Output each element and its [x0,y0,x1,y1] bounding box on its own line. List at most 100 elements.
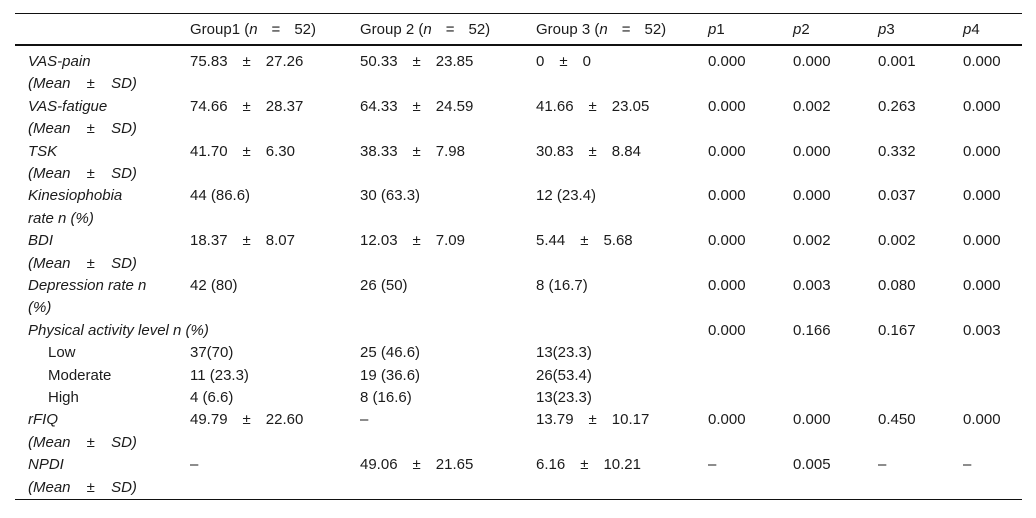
column-header-p3: p3 [878,19,963,41]
mean-value: 12.03 [360,232,398,250]
mean-sd-value: 75.83 ±27.26 [190,51,360,73]
row-label-line: TSK [28,142,58,160]
sd-value: 23.85 [435,53,474,70]
p1-value-cell: 0.000 [708,97,746,115]
group-comparison-table: Group1 (n = 52) Group 2 (n = 52) Group 3 (n =… [15,13,1022,500]
group2-value-cell: 64.33 ±24.59 [360,96,536,118]
mean-sd-value: 13.79 ±10.17 [536,409,708,431]
sd-value: 5.68 [603,232,633,250]
sd-value: 7.98 [435,142,465,160]
mean-sd-value: 50.33 ±23.85 [360,51,536,73]
mean-sd-value: 18.37 ±8.07 [190,230,360,252]
p2-value-cell: 0.005 [793,456,831,474]
row-label-line: rFIQ [28,411,58,429]
mean-value: 6.16 [536,456,566,474]
p2-symbol: p [793,20,802,38]
group2-value-cell: 49.06 ±21.65 [360,454,536,476]
row-label-line: (%) [28,299,52,317]
group2-value-cell: 50.33 ±23.85 [360,51,536,73]
group1-value-cell: 4 (6.6) [190,388,234,406]
mean-value: 64.33 [360,97,398,115]
group2-name: Group 2 ( [360,20,424,38]
p4-value-cell: 0.000 [963,187,1001,205]
p1-value-cell: 0.000 [708,232,746,250]
group3-count: 52) [644,20,667,38]
mean-value: 38.33 [360,142,398,160]
group3-value-cell: 41.66 ±23.05 [536,96,708,118]
sd-value: 8.07 [265,232,295,250]
table-row: VAS-fatigue (Mean ± SD) 74.66 ±28.37 64.33 ±2… [15,96,1022,141]
measure-label-cell: TSK (Mean ± SD) [15,141,190,186]
group2-value-cell: 26 (50) [360,276,408,294]
measure-label-cell: NPDI (Mean ± SD) [15,454,190,499]
plus-minus-symbol: ± [412,53,421,70]
column-header-group1: Group1 (n = 52) [190,19,360,41]
table-row: Physical activity level n (%) 0.000 0.166 0… [15,320,1022,342]
group3-value-cell: 12 (23.4) [536,187,597,205]
sd-value: 22.60 [265,411,304,429]
p1-symbol: p [708,20,717,38]
column-header-p2: p2 [793,19,878,41]
sd-value: 28.37 [265,97,304,115]
group2-value-cell: 19 (36.6) [360,366,421,384]
mean-value: 49.06 [360,456,398,474]
sd-value: 0 [582,53,591,70]
mean-value: 74.66 [190,97,228,115]
group2-count: 52) [468,20,491,38]
row-label-line: (Mean ± SD) [28,165,137,182]
p2-value-cell: 0.000 [793,53,831,70]
group1-value-cell: 18.37 ±8.07 [190,230,360,252]
mean-sd-value: 49.06 ±21.65 [360,454,536,476]
mean-value: 0 [536,53,545,70]
group3-value-cell: 26(53.4) [536,366,592,384]
p4-value-cell: – [963,456,972,474]
mean-sd-value: 30.83 ±8.84 [536,141,708,163]
p2-value-cell: 0.000 [793,411,831,429]
column-header-p1: p1 [708,19,793,41]
table-row: High 4 (6.6) 8 (16.6) 13(23.3) [15,387,1022,409]
p3-value-cell: 0.167 [878,321,916,339]
measure-label-cell: Moderate [15,365,190,387]
group1-value-cell: 41.70 ±6.30 [190,141,360,163]
p4-symbol: p [963,20,972,38]
group1-value-cell: 44 (86.6) [190,187,251,205]
group2-value-cell: 25 (46.6) [360,344,421,362]
column-header-p4: p4 [963,19,1022,41]
plus-minus-symbol: ± [588,142,597,160]
row-label-line: rate n (%) [28,209,94,227]
plus-minus-symbol: ± [242,232,251,250]
group3-equals: = [621,20,631,38]
row-label-line: VAS-pain [28,53,91,70]
p4-value-cell: 0.000 [963,53,1001,70]
p1-value-cell: – [708,456,717,474]
p2-value-cell: 0.000 [793,187,831,205]
p3-value-cell: 0.332 [878,142,916,160]
group2-value-cell: 12.03 ±7.09 [360,230,536,252]
table-row: VAS-pain (Mean ± SD) 75.83 ±27.26 50.33 ±23.8… [15,51,1022,96]
mean-sd-value: 12.03 ±7.09 [360,230,536,252]
row-label-line: Moderate [48,366,112,384]
group2-value-cell: 8 (16.6) [360,388,412,406]
group3-value-cell: 13(23.3) [536,344,592,362]
table-body: VAS-pain (Mean ± SD) 75.83 ±27.26 50.33 ±23.8… [15,46,1022,499]
mean-value: 49.79 [190,411,228,429]
p2-value-cell: 0.000 [793,142,831,160]
plus-minus-symbol: ± [580,456,589,474]
table-row: Moderate 11 (23.3) 19 (36.6) 26(53.4) [15,365,1022,387]
mean-value: 41.66 [536,97,574,115]
column-header-group3: Group 3 (n = 52) [536,19,708,41]
p3-value-cell: 0.450 [878,411,916,429]
sd-value: 21.65 [435,456,474,474]
group1-value-cell: 74.66 ±28.37 [190,96,360,118]
sd-value: 7.09 [435,232,465,250]
group1-equals: = [271,20,281,38]
row-label-line: Depression rate n [28,276,147,294]
group3-value-cell: 30.83 ±8.84 [536,141,708,163]
group3-n-symbol: n [599,20,608,38]
measure-label-cell: High [15,387,190,409]
plus-minus-symbol: ± [242,53,251,70]
p3-value-cell: 0.037 [878,187,916,205]
mean-sd-value: 6.16 ±10.21 [536,454,708,476]
row-label-line: High [48,388,79,406]
measure-label-cell: VAS-pain (Mean ± SD) [15,51,190,96]
